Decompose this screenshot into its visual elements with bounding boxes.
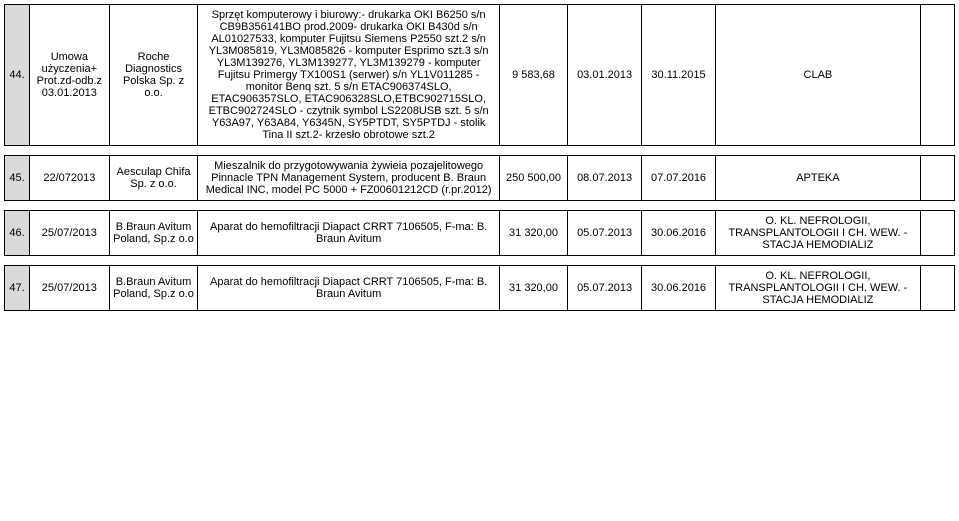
cell-index: 45. [5,156,30,201]
table-row: 45. 22/072013 Aesculap Chifa Sp. z o.o. … [5,156,955,201]
cell-note: O. KL. NEFROLOGII, TRANSPLANTOLOGII I CH… [716,266,921,311]
cell-contract: Umowa użyczenia+ Prot.zd-odb.z 03.01.201… [30,5,110,146]
spacer [5,256,955,266]
contracts-table: 44. Umowa użyczenia+ Prot.zd-odb.z 03.01… [4,4,955,311]
cell-empty [920,156,954,201]
cell-contract: 25/07/2013 [30,266,110,311]
cell-description: Aparat do hemofiltracji Diapact CRRT 710… [198,266,499,311]
cell-index: 47. [5,266,30,311]
cell-description: Sprzęt komputerowy i biurowy:- drukarka … [198,5,499,146]
cell-company: B.Braun Avitum Poland, Sp.z o.o [109,211,198,256]
cell-company: Roche Diagnostics Polska Sp. z o.o. [109,5,198,146]
cell-index: 46. [5,211,30,256]
cell-description: Mieszalnik do przygotowywania żywieia po… [198,156,499,201]
cell-date-end: 30.11.2015 [642,5,716,146]
cell-contract: 22/072013 [30,156,110,201]
cell-description: Aparat do hemofiltracji Diapact CRRT 710… [198,211,499,256]
cell-note: O. KL. NEFROLOGII, TRANSPLANTOLOGII I CH… [716,211,921,256]
cell-company: Aesculap Chifa Sp. z o.o. [109,156,198,201]
table-row: 44. Umowa użyczenia+ Prot.zd-odb.z 03.01… [5,5,955,146]
cell-date-end: 30.06.2016 [642,211,716,256]
cell-date-end: 07.07.2016 [642,156,716,201]
cell-empty [920,266,954,311]
cell-empty [920,5,954,146]
cell-amount: 31 320,00 [499,211,567,256]
cell-date-start: 05.07.2013 [568,266,642,311]
cell-contract: 25/07/2013 [30,211,110,256]
cell-index: 44. [5,5,30,146]
cell-company: B.Braun Avitum Poland, Sp.z o.o [109,266,198,311]
cell-empty [920,211,954,256]
table-row: 46. 25/07/2013 B.Braun Avitum Poland, Sp… [5,211,955,256]
table-body: 44. Umowa użyczenia+ Prot.zd-odb.z 03.01… [5,5,955,311]
cell-date-start: 08.07.2013 [568,156,642,201]
cell-amount: 250 500,00 [499,156,567,201]
spacer [5,146,955,156]
cell-date-start: 03.01.2013 [568,5,642,146]
cell-amount: 9 583,68 [499,5,567,146]
cell-note: CLAB [716,5,921,146]
cell-date-start: 05.07.2013 [568,211,642,256]
cell-amount: 31 320,00 [499,266,567,311]
cell-date-end: 30.06.2016 [642,266,716,311]
spacer [5,201,955,211]
table-row: 47. 25/07/2013 B.Braun Avitum Poland, Sp… [5,266,955,311]
cell-note: APTEKA [716,156,921,201]
